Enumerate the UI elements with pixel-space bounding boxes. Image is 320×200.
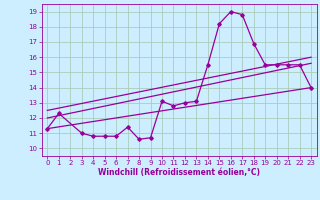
X-axis label: Windchill (Refroidissement éolien,°C): Windchill (Refroidissement éolien,°C): [98, 168, 260, 177]
